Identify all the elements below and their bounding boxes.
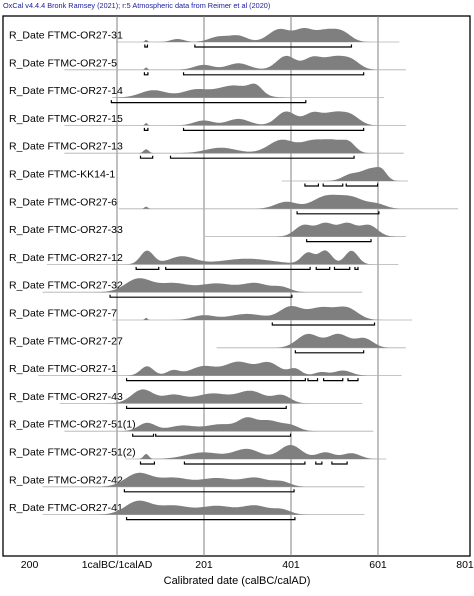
series-label: R_Date FTMC-OR27-31 — [9, 30, 123, 42]
chart-header: OxCal v4.4.4 Bronk Ramsey (2021); r:5 At… — [3, 1, 270, 10]
series-label: R_Date FTMC-OR27-27 — [9, 335, 123, 347]
posterior-distribution — [64, 111, 406, 126]
range-bracket — [315, 461, 323, 465]
posterior-distribution — [64, 55, 406, 70]
x-tick-label: 200 — [21, 559, 39, 571]
posterior-distribution — [42, 472, 365, 487]
range-bracket — [315, 266, 331, 270]
range-bracket — [143, 72, 149, 76]
posterior-distribution — [112, 306, 413, 320]
x-tick-label: 1calBC/1calAD — [82, 559, 153, 571]
range-bracket — [347, 378, 359, 382]
range-bracket — [125, 405, 287, 409]
posterior-distribution — [42, 500, 365, 515]
posterior-distribution — [281, 167, 408, 181]
posterior-distribution — [112, 83, 385, 98]
series-label: R_Date FTMC-OR27-12 — [9, 252, 123, 264]
series-label: R_Date FTMC-OR27-1 — [9, 363, 117, 375]
x-tick-label: 601 — [369, 559, 387, 571]
series-label: R_Date FTMC-KK14-1 — [9, 169, 115, 181]
range-bracket — [125, 517, 296, 521]
series-label: R_Date FTMC-OR27-32 — [9, 280, 123, 292]
range-bracket — [333, 266, 351, 270]
x-tick-label: 201 — [195, 559, 213, 571]
series-label: R_Date FTMC-OR27-15 — [9, 113, 123, 125]
range-bracket — [304, 183, 320, 187]
posterior-distribution — [118, 194, 458, 209]
range-bracket — [331, 461, 348, 465]
series-label: R_Date FTMC-OR27-43 — [9, 391, 123, 403]
series-label: R_Date FTMC-OR27-41 — [9, 502, 123, 514]
range-bracket — [125, 378, 306, 382]
series-label: R_Date FTMC-OR27-51(2) — [9, 447, 136, 459]
range-bracket — [354, 266, 359, 270]
range-bracket — [139, 155, 154, 159]
range-bracket — [139, 461, 156, 465]
range-bracket — [294, 350, 365, 354]
series-label: R_Date FTMC-OR27-14 — [9, 85, 123, 97]
range-bracket — [182, 127, 365, 131]
range-bracket — [182, 72, 365, 76]
range-bracket — [165, 266, 311, 270]
range-bracket — [123, 489, 295, 493]
posterior-distribution — [125, 445, 387, 459]
series-label: R_Date FTMC-OR27-6 — [9, 196, 117, 208]
range-bracket — [135, 266, 160, 270]
posterior-distribution — [64, 139, 404, 154]
series-label: R_Date FTMC-OR27-5 — [9, 57, 117, 69]
range-bracket — [296, 211, 380, 215]
range-bracket — [271, 322, 376, 326]
series-label: R_Date FTMC-OR27-51(1) — [9, 419, 136, 431]
range-bracket — [345, 183, 379, 187]
series-label: R_Date FTMC-OR27-13 — [9, 141, 123, 153]
range-bracket — [306, 239, 372, 243]
range-bracket — [144, 44, 149, 48]
range-bracket — [169, 155, 355, 159]
range-bracket — [110, 100, 307, 104]
posterior-distribution — [38, 361, 402, 376]
series-label: R_Date FTMC-OR27-42 — [9, 474, 123, 486]
range-bracket — [109, 294, 293, 298]
range-bracket — [307, 378, 319, 382]
posterior-distribution — [203, 222, 406, 237]
x-tick-label: 401 — [282, 559, 300, 571]
range-bracket — [322, 183, 344, 187]
range-bracket — [323, 378, 344, 382]
posterior-distribution — [64, 417, 374, 432]
range-bracket — [132, 433, 155, 437]
range-bracket — [183, 461, 306, 465]
x-axis-label: Calibrated date (calBC/calAD) — [164, 575, 311, 587]
posterior-distribution — [42, 278, 363, 293]
posterior-distribution — [216, 333, 406, 348]
series-label: R_Date FTMC-OR27-7 — [9, 308, 117, 320]
posterior-distribution — [117, 28, 400, 42]
posterior-distribution — [47, 250, 399, 265]
range-bracket — [143, 127, 149, 131]
series-label: R_Date FTMC-OR27-33 — [9, 224, 123, 236]
range-bracket — [155, 433, 292, 437]
x-tick-label: 801 — [456, 559, 474, 571]
plot-frame — [2, 15, 471, 557]
range-bracket — [194, 44, 353, 48]
posterior-distribution — [60, 389, 363, 404]
